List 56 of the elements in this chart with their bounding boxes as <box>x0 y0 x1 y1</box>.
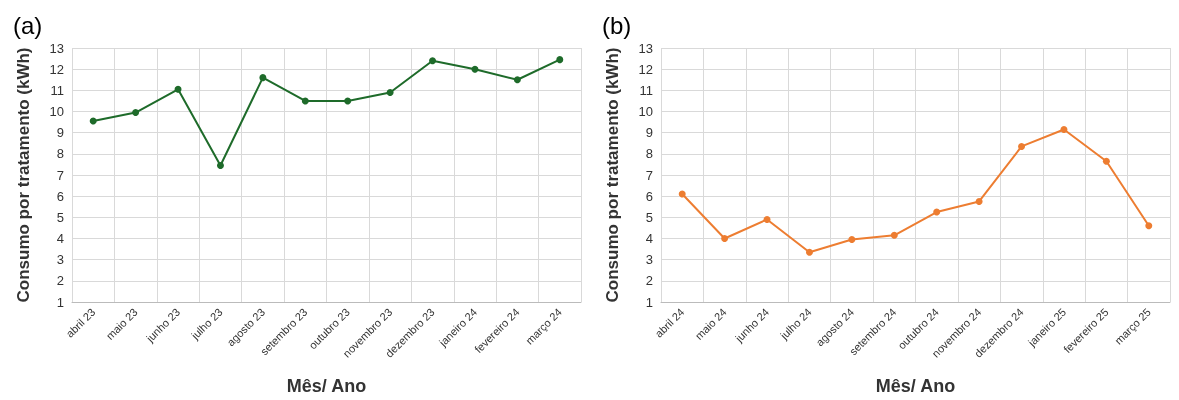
point <box>344 97 352 105</box>
y-tick-label: 7 <box>645 167 653 183</box>
point <box>933 208 941 216</box>
y-axis-title: Consumo por tratamento (kWh) <box>603 47 622 303</box>
point <box>132 109 140 117</box>
y-tick-label: 13 <box>638 40 653 56</box>
y-tick-label: 8 <box>56 146 64 162</box>
y-tick-label: 9 <box>56 125 64 141</box>
point <box>429 57 437 65</box>
y-tick-label: 13 <box>49 40 64 56</box>
y-tick-label: 2 <box>56 273 64 289</box>
point <box>556 56 564 64</box>
y-tick-label: 11 <box>639 82 653 98</box>
y-tick-label: 4 <box>645 231 653 246</box>
point <box>678 190 686 198</box>
point <box>174 85 182 93</box>
y-tick-label: 12 <box>49 61 64 77</box>
y-tick-label: 10 <box>49 104 64 119</box>
point <box>1145 222 1153 230</box>
point <box>763 215 771 223</box>
y-tick-label: 3 <box>645 252 653 268</box>
point <box>259 74 267 82</box>
point <box>216 161 224 169</box>
x-axis-title: Mês/ Ano <box>286 376 367 396</box>
chart-title: (a) <box>13 11 43 39</box>
y-tick-label: 1 <box>645 294 653 310</box>
point <box>89 117 97 125</box>
chart-title: (b) <box>602 11 632 39</box>
y-tick-label: 4 <box>56 231 64 246</box>
point <box>301 97 309 105</box>
y-tick-label: 10 <box>638 104 653 119</box>
point <box>513 76 521 84</box>
y-tick-label: 12 <box>638 61 653 77</box>
y-tick-label: 3 <box>56 252 64 268</box>
y-tick-label: 2 <box>645 273 653 289</box>
point <box>975 197 983 205</box>
point <box>1018 142 1026 150</box>
x-axis-title: Mês/ Ano <box>875 376 956 396</box>
point <box>721 235 729 242</box>
y-tick-label: 5 <box>56 209 64 225</box>
y-tick-label: 1 <box>56 294 64 310</box>
y-tick-label: 7 <box>56 167 64 183</box>
y-tick-label: 6 <box>645 188 653 204</box>
point <box>805 248 813 256</box>
point <box>1060 125 1068 133</box>
point <box>1102 157 1110 165</box>
y-tick-label: 11 <box>50 82 64 98</box>
y-tick-label: 8 <box>645 146 653 162</box>
point <box>471 65 479 73</box>
point <box>386 88 394 96</box>
y-tick-label: 9 <box>645 125 653 141</box>
y-axis-title: Consumo por tratamento (kWh) <box>14 47 33 303</box>
y-tick-label: 5 <box>645 209 653 225</box>
point <box>890 231 898 239</box>
y-tick-label: 6 <box>56 188 64 204</box>
point <box>848 236 856 244</box>
